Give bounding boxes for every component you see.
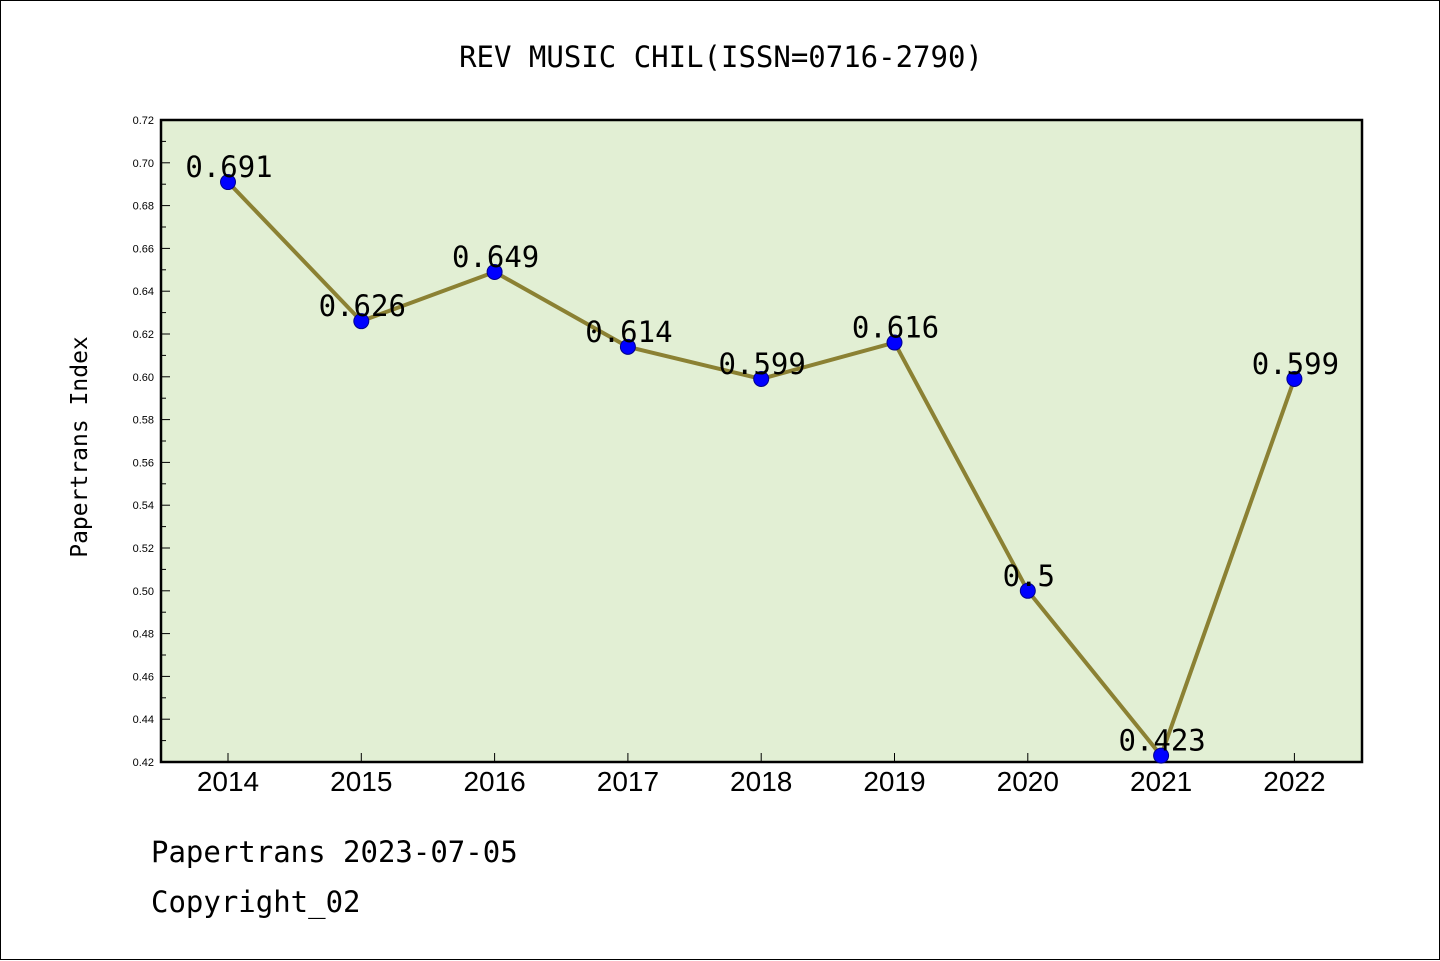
data-point bbox=[486, 263, 503, 280]
data-label: 0.626 bbox=[319, 289, 406, 323]
y-tick-label: 0.54 bbox=[133, 500, 154, 512]
data-point bbox=[1019, 582, 1036, 599]
plot-area bbox=[159, 118, 1364, 764]
x-tick-label: 2017 bbox=[597, 766, 659, 797]
data-label: 0.649 bbox=[452, 240, 539, 274]
y-tick-label: 0.42 bbox=[133, 757, 154, 769]
data-point bbox=[1286, 370, 1303, 387]
x-axis: 2014 2015 2016 2017 2018 2019 2020 2021 2022 bbox=[197, 753, 1326, 797]
data-point bbox=[619, 338, 636, 355]
x-tick-label: 2021 bbox=[1130, 766, 1192, 797]
y-tick-label: 0.62 bbox=[133, 329, 154, 341]
x-tick-label: 2014 bbox=[197, 766, 259, 797]
y-tick-label: 0.66 bbox=[133, 243, 154, 255]
x-tick-label: 2015 bbox=[330, 766, 392, 797]
data-label: 0.5 bbox=[1003, 559, 1055, 593]
y-tick-label: 0.60 bbox=[133, 372, 154, 384]
x-tick-label: 2016 bbox=[463, 766, 525, 797]
data-label: 0.691 bbox=[185, 150, 272, 184]
data-label: 0.599 bbox=[1252, 347, 1339, 381]
y-axis-label: Papertrans Index bbox=[67, 336, 93, 558]
x-tick-label: 2018 bbox=[730, 766, 792, 797]
y-tick-label: 0.50 bbox=[133, 586, 154, 598]
data-label: 0.599 bbox=[719, 347, 806, 381]
data-point bbox=[753, 370, 770, 387]
data-label: 0.614 bbox=[585, 315, 672, 349]
series-papertrans-index bbox=[220, 174, 1303, 764]
footer-copyright: Copyright_02 bbox=[151, 885, 361, 919]
y-tick-label: 0.56 bbox=[133, 457, 154, 469]
x-tick-label: 2022 bbox=[1263, 766, 1325, 797]
y-tick-label: 0.68 bbox=[133, 201, 154, 213]
y-tick-label: 0.64 bbox=[133, 286, 154, 298]
data-point bbox=[886, 334, 903, 351]
y-tick-label: 0.44 bbox=[133, 714, 154, 726]
data-label: 0.616 bbox=[852, 311, 939, 345]
data-label: 0.423 bbox=[1118, 724, 1205, 758]
data-point bbox=[353, 313, 370, 330]
data-labels: 0.691 0.626 0.649 0.614 0.599 0.616 0.5 0.423 0.… bbox=[185, 150, 1339, 758]
footer-date: Papertrans 2023-07-05 bbox=[151, 835, 518, 869]
x-tick-label: 2020 bbox=[997, 766, 1059, 797]
data-point bbox=[1153, 747, 1170, 764]
y-axis: 0.42 0.44 0.46 0.48 0.50 0.52 0.54 0.56 0.58 0.60… bbox=[133, 115, 170, 769]
y-tick-label: 0.46 bbox=[133, 671, 154, 683]
chart-title: REV MUSIC CHIL(ISSN=0716-2790) bbox=[459, 40, 983, 74]
data-point bbox=[220, 174, 236, 191]
y-tick-label: 0.58 bbox=[133, 415, 154, 427]
y-tick-label: 0.52 bbox=[133, 543, 154, 555]
y-tick-label: 0.70 bbox=[133, 158, 154, 170]
y-tick-label: 0.72 bbox=[133, 115, 154, 127]
y-tick-label: 0.48 bbox=[133, 629, 154, 641]
x-tick-label: 2019 bbox=[863, 766, 925, 797]
